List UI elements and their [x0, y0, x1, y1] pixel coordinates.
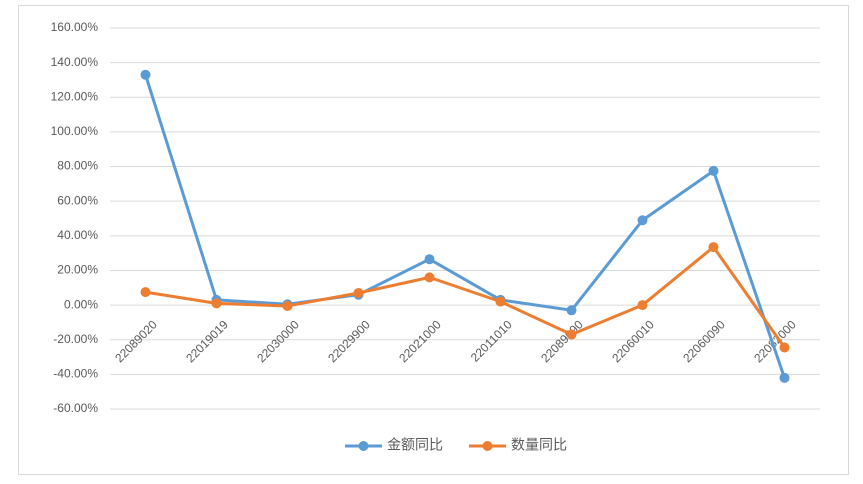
data-point	[211, 298, 222, 309]
y-tick-label: 80.00%	[57, 159, 98, 173]
y-tick-label: 100.00%	[51, 124, 99, 138]
data-point	[779, 372, 790, 383]
chart-border	[18, 5, 849, 475]
data-point	[566, 329, 577, 340]
data-point	[779, 342, 790, 353]
y-tick-label: 140.00%	[51, 55, 99, 69]
data-point	[566, 305, 577, 316]
y-tick-label: 160.00%	[51, 20, 99, 34]
data-point	[140, 69, 151, 80]
data-point	[424, 272, 435, 283]
legend-label: 金额同比	[387, 437, 443, 453]
series-line	[144, 74, 786, 379]
data-point	[424, 254, 435, 265]
y-tick-label: -20.00%	[53, 332, 98, 346]
legend-marker	[358, 441, 369, 451]
data-point	[495, 296, 506, 307]
data-point	[140, 287, 151, 298]
y-tick-label: 60.00%	[57, 193, 98, 207]
legend-label: 数量同比	[511, 437, 567, 453]
y-tick-label: -60.00%	[53, 401, 98, 415]
legend-marker	[482, 441, 493, 451]
y-tick-label: 40.00%	[57, 228, 98, 242]
y-tick-label: 20.00%	[57, 263, 98, 277]
y-tick-label: -40.00%	[53, 367, 98, 381]
data-point	[353, 287, 364, 298]
data-point	[637, 215, 648, 226]
data-point	[282, 300, 293, 311]
data-point	[708, 242, 719, 253]
series-line	[145, 245, 786, 349]
y-tick-label: 0.00%	[64, 297, 98, 311]
data-point	[637, 300, 648, 311]
data-point	[708, 165, 719, 176]
y-tick-label: 120.00%	[51, 89, 99, 103]
